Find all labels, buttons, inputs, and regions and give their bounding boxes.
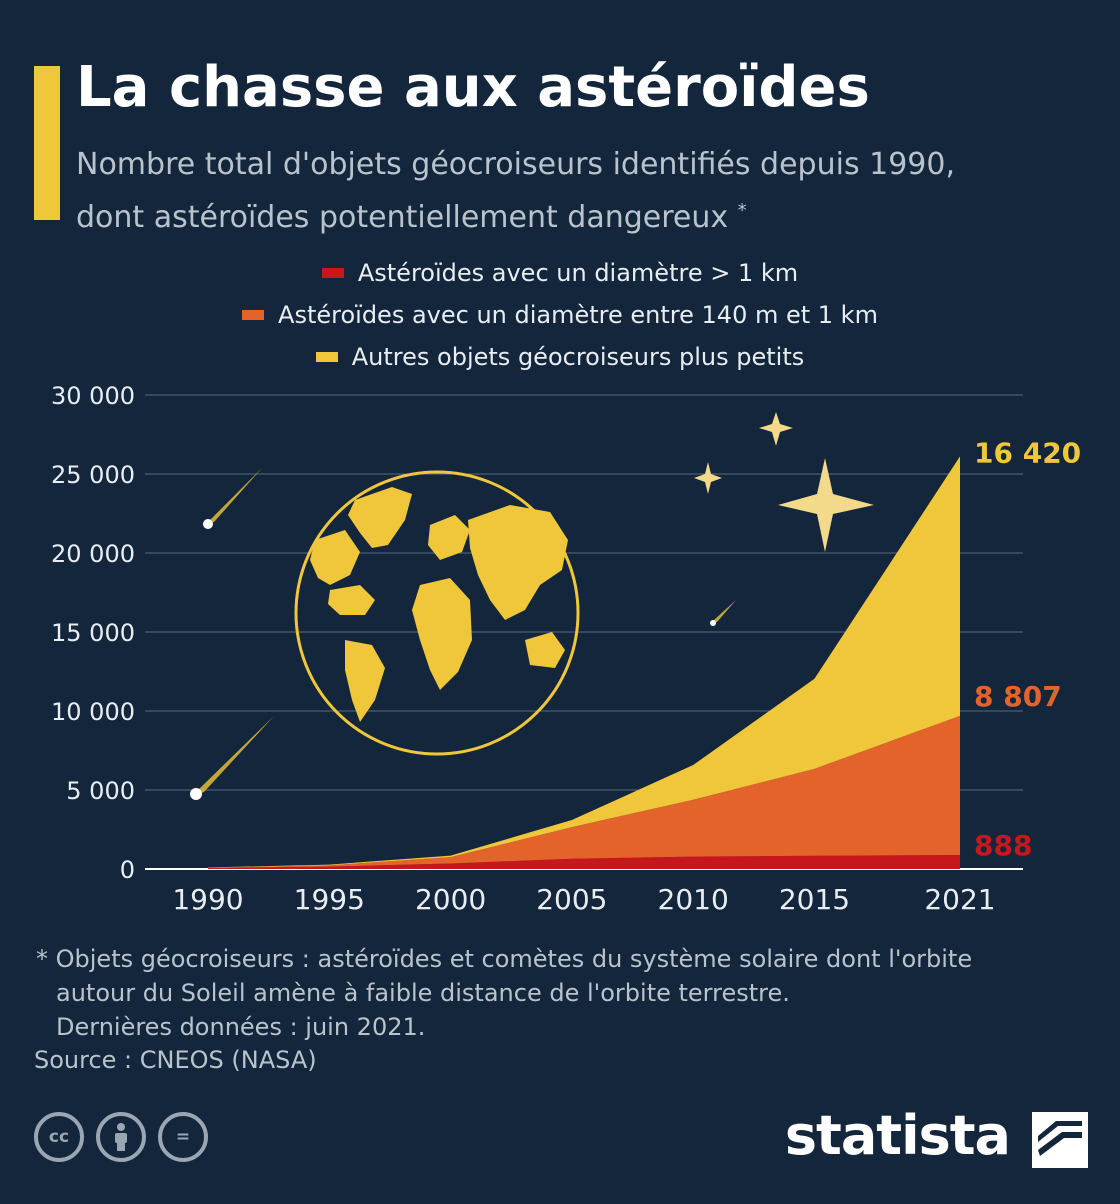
- comet-icon: [203, 468, 262, 529]
- comet-icon: [710, 600, 736, 626]
- y-tick-label: 10 000: [51, 698, 135, 726]
- source-note: Source : CNEOS (NASA): [34, 1046, 317, 1074]
- y-tick-label: 30 000: [51, 382, 135, 410]
- legend-swatch-red: [321, 268, 344, 278]
- footnote-line-2: autour du Soleil amène à faible distance…: [56, 979, 790, 1007]
- axis-labels: 0 5 000 10 000 15 000 20 000 25 000 30 000 1990…: [51, 382, 1081, 916]
- statista-logo-mark[interactable]: [1032, 1112, 1088, 1168]
- star-icon: [778, 458, 874, 552]
- license-icons: cc =: [34, 1112, 208, 1162]
- x-tick-label: 2015: [779, 883, 850, 916]
- area-series-2: [208, 456, 960, 868]
- y-tick-label: 5 000: [66, 777, 135, 805]
- legend-label-medium: Astéroïdes avec un diamètre entre 140 m …: [278, 301, 878, 329]
- legend-label-large: Astéroïdes avec un diamètre > 1 km: [357, 259, 799, 287]
- footnote-line-3: Dernières données : juin 2021.: [56, 1013, 426, 1041]
- chart-svg: 0 5 000 10 000 15 000 20 000 25 000 30 000 1990…: [51, 382, 1081, 916]
- globe-icon: [294, 470, 580, 756]
- star-icon: [759, 412, 793, 446]
- end-value-label: 888: [974, 829, 1032, 862]
- legend-item-large: Astéroïdes avec un diamètre > 1 km: [0, 252, 1120, 294]
- x-tick-label: 1990: [172, 883, 243, 916]
- legend: Astéroïdes avec un diamètre > 1 km Astér…: [0, 252, 1120, 378]
- space-illustration: [190, 412, 874, 800]
- equals-icon[interactable]: =: [158, 1112, 208, 1162]
- legend-item-small: Autres objets géocroiseurs plus petits: [0, 336, 1120, 378]
- legend-label-small: Autres objets géocroiseurs plus petits: [351, 343, 805, 371]
- x-tick-label: 2010: [658, 883, 729, 916]
- x-tick-label: 2005: [536, 883, 607, 916]
- y-tick-label: 0: [120, 856, 135, 884]
- end-value-label: 16 420: [974, 436, 1081, 469]
- comet-icon: [190, 716, 274, 800]
- subtitle-line-2: dont astéroïdes potentiellement dangereu…: [76, 200, 729, 235]
- accent-bar: [34, 66, 60, 220]
- statista-logo-text[interactable]: statista: [784, 1104, 1011, 1167]
- end-value-label: 8 807: [974, 680, 1062, 713]
- legend-swatch-yellow: [315, 352, 338, 362]
- area-series-0: [208, 854, 960, 869]
- footnote: * Objets géocroiseurs : astéroïdes et co…: [36, 942, 1096, 1044]
- footnote-line-1: * Objets géocroiseurs : astéroïdes et co…: [36, 945, 973, 973]
- cc-icon[interactable]: cc: [34, 1112, 84, 1162]
- x-tick-label: 2021: [924, 883, 995, 916]
- subtitle-line-1: Nombre total d'objets géocroiseurs ident…: [76, 147, 955, 182]
- legend-swatch-orange: [242, 310, 265, 320]
- y-tick-label: 20 000: [51, 540, 135, 568]
- stacked-areas: [208, 456, 960, 869]
- chart-title: La chasse aux astéroïdes: [76, 55, 870, 120]
- chart-subtitle: Nombre total d'objets géocroiseurs ident…: [76, 142, 1096, 241]
- y-tick-label: 15 000: [51, 619, 135, 647]
- legend-item-medium: Astéroïdes avec un diamètre entre 140 m …: [0, 294, 1120, 336]
- x-tick-label: 1995: [294, 883, 365, 916]
- y-tick-label: 25 000: [51, 461, 135, 489]
- area-series-1: [208, 715, 960, 869]
- star-icon: [694, 462, 722, 494]
- x-tick-label: 2000: [415, 883, 486, 916]
- person-icon[interactable]: [96, 1112, 146, 1162]
- subtitle-asterisk: *: [737, 200, 747, 221]
